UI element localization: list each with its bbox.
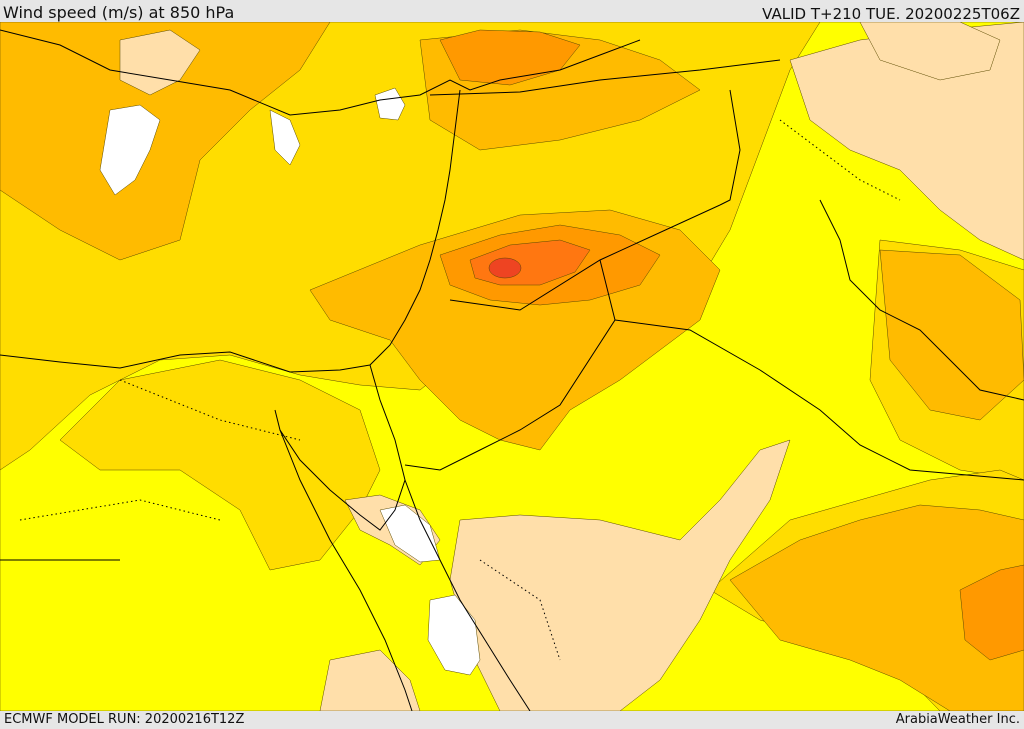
border-iran-iraq: [719, 89, 741, 206]
field-calm-red-sea: [427, 594, 481, 676]
coastline-red-sea-east: [404, 479, 531, 711]
coastline-anatolia: [0, 29, 641, 116]
coastline-sinai-gulfs: [274, 364, 406, 531]
field-calm-anatolia: [374, 87, 406, 121]
contour-dotted-2: [479, 559, 561, 661]
field-low-turkey-west: [119, 29, 201, 96]
contour-lines: [19, 119, 901, 661]
field-fresh-south-east: [729, 504, 1024, 711]
field-strong-turkey: [439, 29, 581, 86]
coastline-north-africa: [0, 351, 371, 373]
field-low-arabia: [449, 439, 791, 711]
border-iraq-syria: [429, 59, 781, 96]
field-low-turkey-east: [859, 22, 1001, 81]
field-moderate-sinai: [59, 359, 381, 571]
contour-dotted-4: [19, 499, 221, 521]
field-strong-se-corner: [959, 564, 1024, 661]
boundaries: [0, 29, 1024, 711]
contour-dotted-3: [779, 119, 901, 201]
coastline-red-sea-west: [279, 429, 413, 711]
field-calm-aegean: [99, 104, 161, 196]
field-fresh-east: [879, 249, 1024, 421]
credit-label: ArabiaWeather Inc.: [895, 712, 1020, 727]
model-run-label: ECMWF MODEL RUN: 20200216T12Z: [4, 712, 245, 727]
header-bar: Wind speed (m/s) at 850 hPa VALID T+210 …: [0, 0, 1024, 23]
coastline-levant: [369, 89, 461, 366]
wind-map-canvas: [0, 22, 1024, 711]
contour-dotted-1: [119, 379, 301, 441]
field-fresh-north-west: [0, 22, 331, 261]
map-title: Wind speed (m/s) at 850 hPa: [3, 3, 235, 22]
border-iraq-saudi: [614, 319, 1024, 481]
coastline-persian-gulf: [819, 199, 1024, 401]
valid-time-label: VALID T+210 TUE. 20200225T06Z: [762, 5, 1020, 23]
footer-bar: ECMWF MODEL RUN: 20200216T12Z ArabiaWeat…: [0, 711, 1024, 729]
field-max-core: [488, 257, 522, 279]
border-syria-jordan: [449, 204, 721, 311]
wind-speed-map[interactable]: [0, 22, 1024, 711]
field-calm-cyprus-sea: [269, 109, 301, 166]
